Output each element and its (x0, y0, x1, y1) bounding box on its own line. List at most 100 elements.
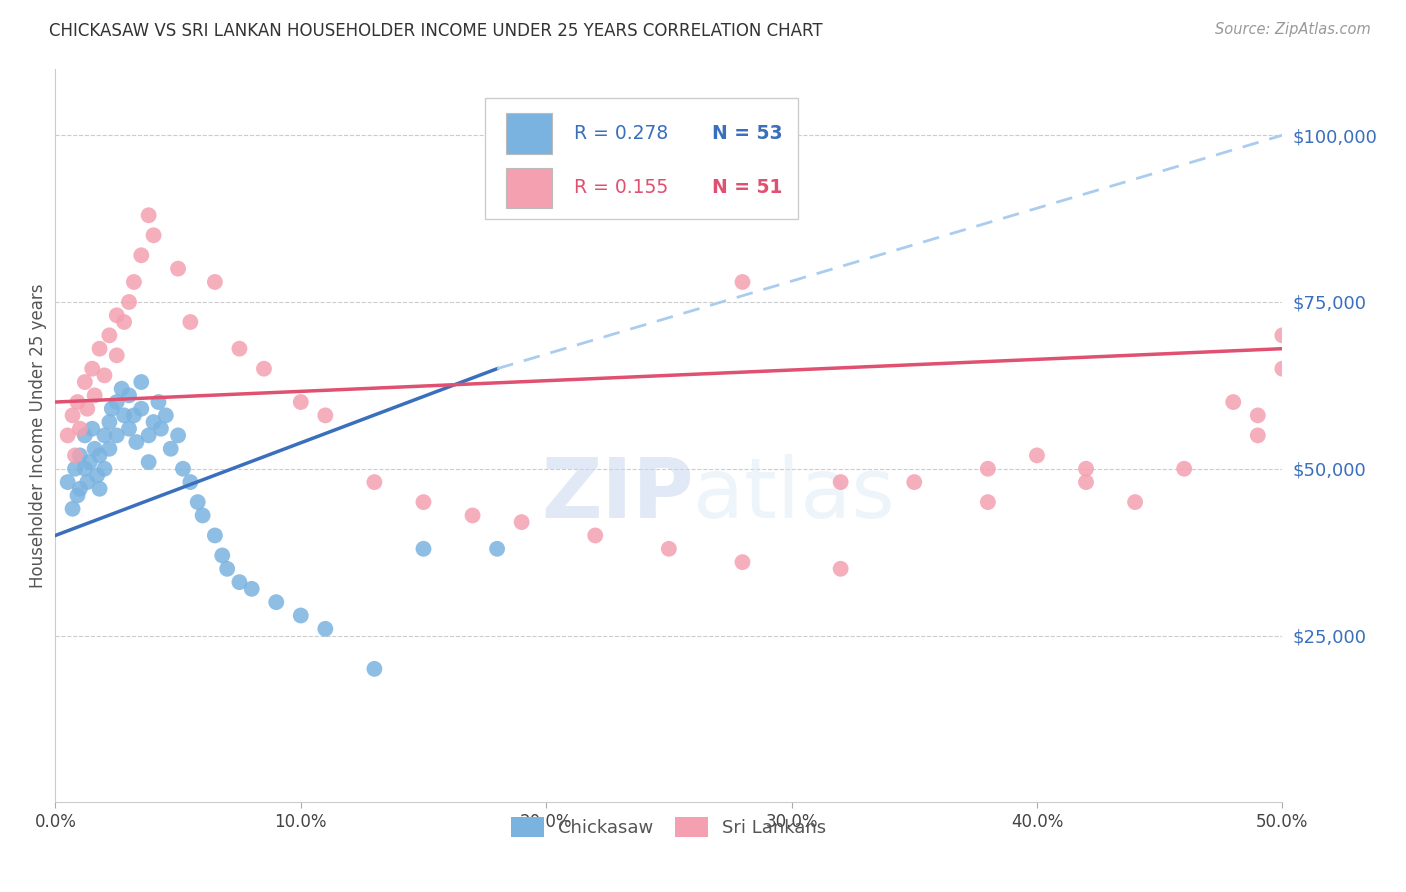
Point (73, 462, 96, 476)
Text: atlas: atlas (693, 454, 896, 534)
Y-axis label: Householder Income Under 25 years: Householder Income Under 25 years (30, 283, 46, 588)
Point (93, 428, 115, 442)
Point (89, 449, 111, 463)
Point (1074, 475, 1097, 489)
Point (228, 342, 250, 356)
Point (69, 482, 91, 496)
Legend: Chickasaw, Sri Lankans: Chickasaw, Sri Lankans (505, 809, 834, 845)
Point (658, 541, 681, 556)
Point (69, 422, 91, 436)
Point (149, 422, 172, 436)
Point (138, 428, 160, 442)
Point (977, 462, 1000, 476)
Point (79, 455, 101, 469)
Point (583, 194, 606, 209)
Point (76, 475, 98, 489)
Point (1173, 462, 1195, 476)
Point (112, 409, 135, 423)
Point (228, 575, 250, 590)
Point (412, 541, 434, 556)
Text: CHICKASAW VS SRI LANKAN HOUSEHOLDER INCOME UNDER 25 YEARS CORRELATION CHART: CHICKASAW VS SRI LANKAN HOUSEHOLDER INCO… (49, 22, 823, 40)
Text: ZIP: ZIP (541, 454, 693, 534)
Point (101, 401, 124, 416)
Point (138, 455, 160, 469)
Point (731, 275, 754, 289)
Point (122, 409, 145, 423)
Point (63, 449, 86, 463)
Point (1123, 495, 1146, 509)
Point (1271, 328, 1294, 343)
Point (187, 495, 209, 509)
Point (129, 248, 152, 262)
Point (314, 409, 336, 423)
Text: N = 53: N = 53 (711, 124, 782, 143)
Point (86, 468, 108, 483)
Point (83, 442, 105, 456)
Point (112, 315, 135, 329)
Point (830, 475, 852, 489)
Point (66, 395, 89, 409)
Point (62, 501, 84, 516)
Point (731, 555, 754, 569)
Point (830, 562, 852, 576)
Point (290, 395, 312, 409)
Text: Source: ZipAtlas.com: Source: ZipAtlas.com (1215, 22, 1371, 37)
Point (204, 275, 226, 289)
Point (98, 442, 121, 456)
Point (148, 395, 170, 409)
Point (1222, 395, 1244, 409)
Point (1271, 361, 1294, 376)
Point (1247, 428, 1270, 442)
Point (122, 275, 145, 289)
Point (264, 595, 287, 609)
Point (105, 348, 128, 362)
Point (211, 549, 233, 563)
Point (1074, 462, 1097, 476)
Point (1026, 449, 1049, 463)
Point (583, 528, 606, 542)
Point (363, 475, 385, 489)
Text: N = 51: N = 51 (711, 178, 782, 197)
Point (167, 428, 190, 442)
Point (111, 382, 134, 396)
Point (73, 428, 96, 442)
Point (977, 495, 1000, 509)
Point (240, 582, 263, 596)
Point (105, 395, 128, 409)
Point (105, 428, 128, 442)
Point (129, 375, 152, 389)
Point (461, 508, 484, 523)
Point (129, 401, 152, 416)
Point (82, 361, 104, 376)
Point (63, 462, 86, 476)
Point (98, 328, 121, 343)
Point (159, 442, 181, 456)
Point (903, 475, 925, 489)
Point (179, 475, 201, 489)
Point (62, 409, 84, 423)
Point (118, 295, 141, 310)
FancyBboxPatch shape (506, 168, 553, 208)
Point (89, 342, 111, 356)
Point (105, 309, 128, 323)
Point (217, 562, 239, 576)
Point (93, 368, 115, 383)
Point (118, 422, 141, 436)
Text: R = 0.278: R = 0.278 (575, 124, 669, 143)
Point (69, 449, 91, 463)
Point (125, 435, 148, 450)
Point (253, 361, 276, 376)
Point (89, 482, 111, 496)
Point (56, 475, 79, 489)
Point (82, 422, 104, 436)
Point (73, 375, 96, 389)
Point (290, 608, 312, 623)
Point (486, 541, 509, 556)
Point (66, 488, 89, 502)
Point (83, 388, 105, 402)
Point (76, 401, 98, 416)
Point (56, 428, 79, 442)
Point (179, 315, 201, 329)
FancyBboxPatch shape (506, 113, 553, 153)
Point (118, 388, 141, 402)
